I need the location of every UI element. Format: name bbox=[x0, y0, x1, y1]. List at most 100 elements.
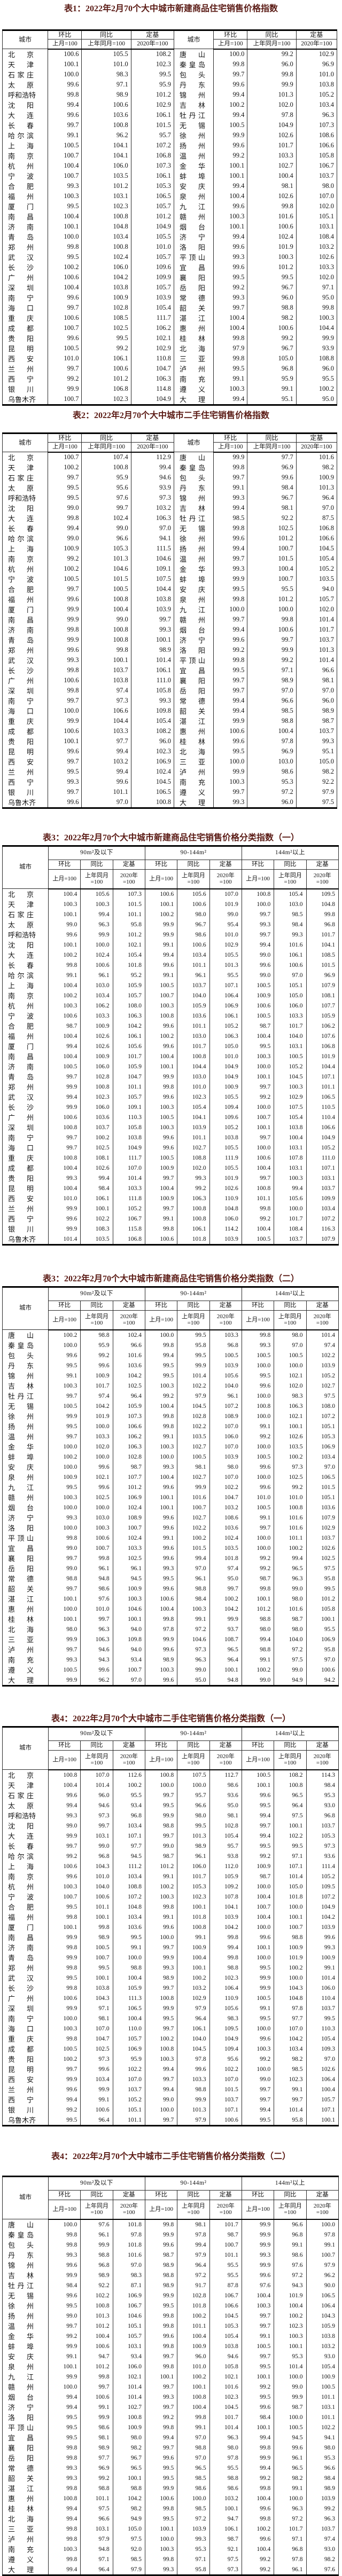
value-cell: 105.0 bbox=[247, 353, 297, 364]
value-cell: 100.3 bbox=[144, 1001, 178, 1011]
value-cell: 98.8 bbox=[247, 303, 297, 313]
value-cell: 99.5 bbox=[241, 2013, 275, 2023]
value-cell: 103.7 bbox=[296, 635, 338, 645]
value-cell: 106.2 bbox=[130, 323, 174, 333]
city-char: 津 bbox=[26, 901, 34, 909]
value-cell: 95.5 bbox=[209, 2260, 242, 2270]
city-cell: 济宁 bbox=[2, 2402, 49, 2412]
city-char: 泸 bbox=[8, 2535, 15, 2543]
value-cell: 99.5 bbox=[48, 1973, 81, 1983]
table-row: 金华 100.0 102.0 106.3 100.3 102.7 107.0 100.0 103… bbox=[2, 1441, 339, 1452]
city-char: 安 bbox=[8, 1463, 15, 1471]
value-cell: 99.8 bbox=[247, 69, 297, 80]
value-cell: 99.2 bbox=[213, 151, 248, 161]
table-row: 天津 100.2 100.8 99.4 秦皇岛 99.8 96.9 98.2 bbox=[2, 462, 338, 472]
city-cell: 太原 bbox=[2, 483, 49, 493]
value-cell: 99.1 bbox=[241, 1655, 275, 1665]
city-name: 赣州 bbox=[8, 1492, 34, 1502]
city-char: 亚 bbox=[198, 758, 205, 766]
value-cell: 105.6 bbox=[209, 1370, 242, 1381]
city-cell: 长沙 bbox=[2, 262, 49, 272]
city-char: 州 bbox=[198, 596, 205, 604]
city-char: 州 bbox=[26, 1494, 34, 1502]
city-char: 长 bbox=[8, 1984, 15, 1992]
value-cell: 97.6 bbox=[306, 2564, 339, 2575]
value-cell: 100.7 bbox=[112, 1665, 145, 1675]
value-cell: 99.7 bbox=[241, 1082, 275, 1092]
base-header: 上年同月=100 bbox=[247, 442, 297, 453]
city-cell: 广州 bbox=[2, 1112, 49, 1122]
city-name: 重庆 bbox=[8, 716, 34, 726]
city-cell: 青岛 bbox=[2, 1072, 49, 1082]
city-name: 徐州 bbox=[8, 2301, 34, 2311]
value-cell: 99.4 bbox=[213, 394, 248, 405]
value-cell: 97.0 bbox=[274, 970, 307, 980]
value-cell: 100.6 bbox=[80, 960, 113, 970]
value-cell: 99.2 bbox=[274, 1482, 307, 1492]
city-char: 亚 bbox=[26, 2525, 34, 2533]
value-cell: 98.0 bbox=[274, 1624, 307, 1634]
value-cell: 107.0 bbox=[80, 2023, 113, 2034]
value-cell: 99.8 bbox=[241, 1329, 275, 1340]
value-cell: 107.1 bbox=[274, 1861, 307, 1871]
value-cell: 98.0 bbox=[296, 181, 338, 191]
value-cell: 105.4 bbox=[274, 888, 307, 899]
col-header: 同比 bbox=[247, 30, 297, 40]
value-cell: 99.9 bbox=[213, 452, 248, 462]
city-name: 成都 bbox=[8, 323, 34, 333]
city-char: 圳 bbox=[26, 2005, 34, 2013]
table-row: 桂林 100.1 99.7 100.1 99.8 99.1 99.9 98.8 98.7 100.… bbox=[2, 1614, 339, 1624]
value-cell: 105.7 bbox=[130, 252, 174, 262]
city-cell: 长春 bbox=[2, 960, 49, 970]
value-cell: 99.8 bbox=[144, 1614, 178, 1624]
value-cell: 100.4 bbox=[48, 1051, 81, 1061]
city-cell: 长沙 bbox=[2, 1102, 49, 1112]
value-cell: 103.5 bbox=[177, 1431, 210, 1441]
city-char: 沈 bbox=[8, 101, 15, 109]
city-char: 连 bbox=[26, 112, 34, 120]
city-cell: 昆明 bbox=[2, 343, 49, 353]
value-cell: 104.0 bbox=[274, 1031, 307, 1041]
value-cell: 94.7 bbox=[80, 2351, 113, 2361]
value-cell: 99.4 bbox=[48, 1041, 81, 1051]
city-name: 九江 bbox=[8, 1482, 34, 1492]
value-cell: 103.1 bbox=[306, 2402, 339, 2412]
table-row: 宁波 100.7 103.5 106.1 蚌埠 100.1 100.4 103.7 bbox=[2, 171, 338, 181]
value-cell: 103.2 bbox=[177, 1983, 210, 1993]
table4a-section: 表4：2022年2月70个大中城市二手住宅销售价格分类指数（一） 城市 90m²及… bbox=[0, 1713, 342, 2126]
value-cell: 99.5 bbox=[247, 272, 297, 282]
city-name: 南宁 bbox=[8, 696, 34, 706]
city-cell: 秦皇岛 bbox=[173, 59, 214, 69]
value-cell: 100.9 bbox=[48, 1472, 81, 1482]
table-row: 长春 99.4 99.0 97.0 无锡 99.8 102.5 106.8 bbox=[2, 523, 338, 533]
city-cell: 扬州 bbox=[2, 2311, 49, 2321]
city-name: 成都 bbox=[8, 726, 34, 736]
value-cell: 100.0 bbox=[80, 1421, 113, 1431]
value-cell: 98.9 bbox=[296, 706, 338, 716]
value-cell: 98.2 bbox=[274, 2054, 307, 2064]
value-cell: 99.9 bbox=[48, 635, 82, 645]
base-header: 2020年=100 bbox=[296, 39, 338, 50]
value-cell: 100.6 bbox=[177, 899, 210, 909]
table-body: 北京 100.6 105.5 108.2 唐山 100.0 99.2 102.9 天津 100.1… bbox=[2, 49, 338, 405]
value-cell: 104.5 bbox=[130, 777, 174, 787]
city-char: 三 bbox=[8, 2525, 15, 2533]
value-cell: 98.0 bbox=[274, 1329, 307, 1340]
base-header: 2020年 =100 bbox=[306, 1750, 339, 1770]
value-cell: 106.1 bbox=[130, 110, 174, 120]
value-cell: 98.8 bbox=[247, 716, 297, 726]
value-cell: 98.7 bbox=[241, 1871, 275, 1881]
value-cell: 100.8 bbox=[81, 594, 131, 604]
value-cell: 99.6 bbox=[241, 1381, 275, 1391]
value-cell: 103.1 bbox=[112, 2341, 145, 2351]
value-cell: 99.4 bbox=[213, 625, 248, 635]
value-cell: 100.4 bbox=[48, 1780, 81, 1790]
value-cell: 106.1 bbox=[209, 2524, 242, 2534]
value-cell: 97.0 bbox=[306, 1462, 339, 1472]
value-cell: 99.6 bbox=[144, 1644, 178, 1655]
city-char: 州 bbox=[26, 1883, 34, 1891]
city-char: 扬 bbox=[179, 545, 186, 553]
city-cell: 兰州 bbox=[2, 2084, 49, 2094]
value-cell: 99.6 bbox=[241, 2503, 275, 2514]
city-cell: 宜昌 bbox=[2, 2432, 49, 2443]
